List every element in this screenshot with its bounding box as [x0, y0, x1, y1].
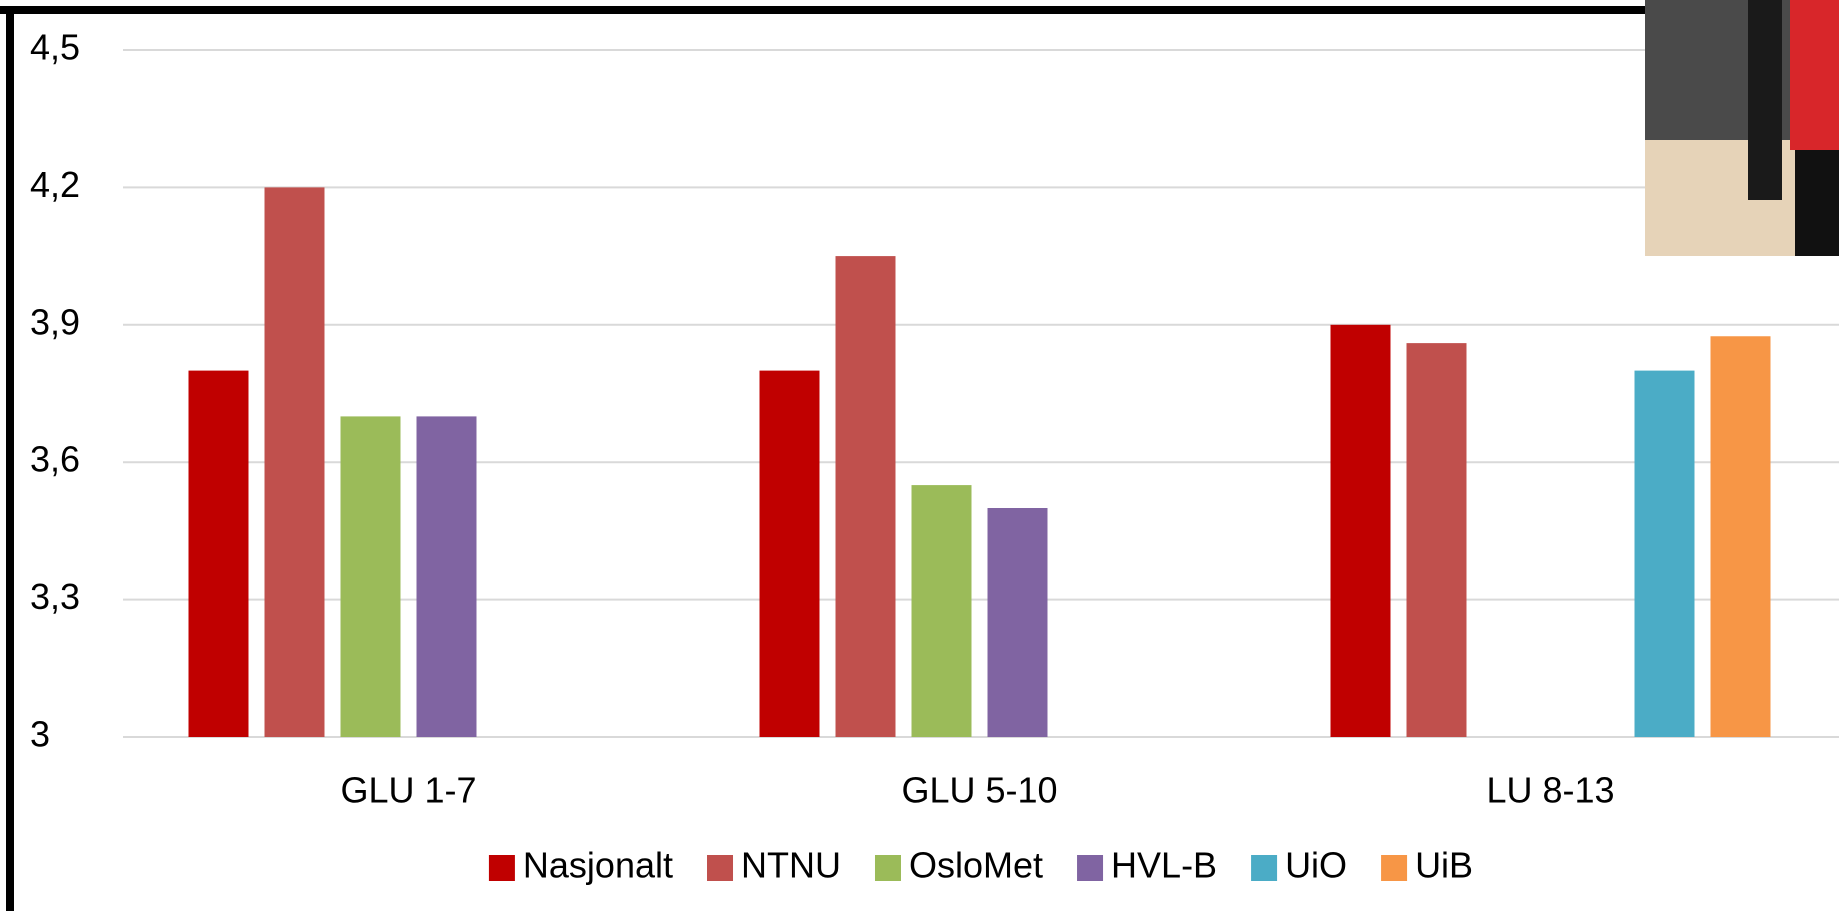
legend-swatch [707, 855, 734, 881]
legend-item: UiB [1381, 845, 1473, 886]
photo-figure [1748, 0, 1782, 200]
bar [987, 508, 1048, 737]
legend: Nasjonalt NTNU OsloMet HVL-B UiO UiB [488, 845, 1473, 886]
legend-item: UiO [1251, 845, 1347, 886]
bar [1330, 324, 1391, 737]
y-tick-label: 3,3 [30, 576, 80, 617]
y-tick-label: 4,5 [30, 27, 80, 68]
legend-item: Nasjonalt [488, 845, 673, 886]
bar [188, 370, 249, 737]
x-tick-label: GLU 5-10 [901, 770, 1057, 811]
legend-swatch [874, 855, 901, 881]
bar [1406, 343, 1467, 737]
legend-label: HVL-B [1111, 845, 1217, 886]
x-tick-label: LU 8-13 [1486, 770, 1614, 811]
bar [416, 416, 477, 737]
legend-item: HVL-B [1077, 845, 1217, 886]
legend-swatch [488, 855, 515, 881]
plot-area: 3 3,3 3,6 3,9 4,2 4,5 GLU 1-7 GLU 5-10 LU 8-13 Na… [30, 27, 1839, 886]
bar [911, 485, 972, 737]
photo-figure-red [1790, 0, 1839, 150]
bar [340, 416, 401, 737]
legend-swatch [1381, 855, 1408, 881]
bar [759, 370, 820, 737]
photo-figure-dark [1795, 150, 1839, 256]
bar [1710, 336, 1771, 737]
legend-swatch [1251, 855, 1278, 881]
y-tick-label: 3,9 [30, 301, 80, 342]
legend-label: OsloMet [909, 845, 1043, 886]
y-tick-label: 4,2 [30, 164, 80, 205]
bar [264, 187, 325, 737]
legend-label: UiB [1415, 845, 1473, 886]
legend-swatch [1077, 855, 1104, 881]
photo [1645, 0, 1839, 256]
legend-item: NTNU [707, 845, 841, 886]
x-tick-label: GLU 1-7 [340, 770, 476, 811]
legend-item: OsloMet [874, 845, 1043, 886]
bar [835, 256, 896, 737]
legend-label: UiO [1285, 845, 1347, 886]
y-tick-label: 3 [30, 714, 50, 755]
y-tick-label: 3,6 [30, 439, 80, 480]
legend-label: NTNU [741, 845, 841, 886]
bar [1634, 370, 1695, 737]
legend-label: Nasjonalt [523, 845, 673, 886]
